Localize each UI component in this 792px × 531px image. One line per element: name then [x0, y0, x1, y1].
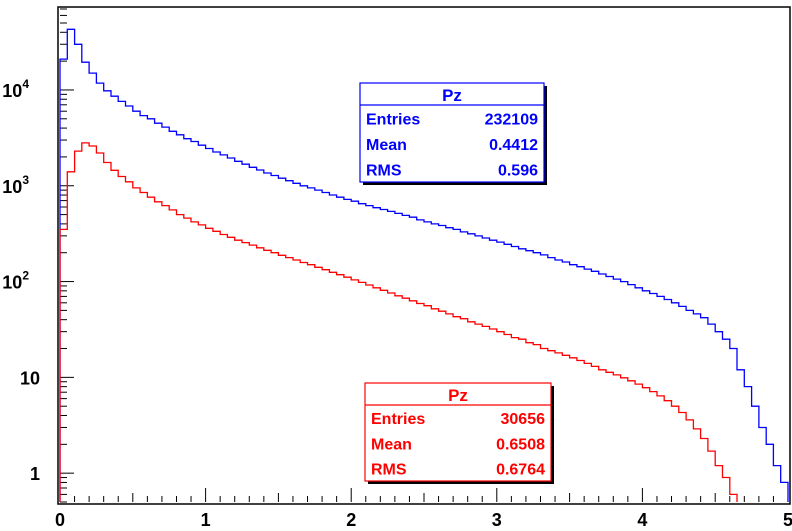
stats-box-frame: [359, 82, 545, 183]
stats-box-title: Pz: [442, 86, 462, 105]
stats-value: 0.596: [498, 163, 538, 180]
stats-box-red: Pz Entries 30656 Mean 0.6508 RMS 0.6764: [364, 382, 554, 484]
histogram-series-blue: [59, 28, 789, 502]
axis-ticks: [59, 8, 789, 503]
stat-boxes: Pz Entries 232109 Mean 0.4412 RMS 0.596 Pz Entri…: [359, 82, 554, 484]
y-tick-exponent: 3: [22, 173, 29, 187]
y-tick-exponent: 2: [22, 269, 29, 283]
series-layer: [59, 28, 789, 502]
stats-label: Entries: [366, 111, 420, 128]
stats-box-blue: Pz Entries 232109 Mean 0.4412 RMS 0.596: [359, 82, 547, 185]
x-tick-label: 3: [492, 510, 502, 530]
x-axis-labels: 0 1 2 3 4 5: [55, 510, 792, 530]
stats-value: 30656: [501, 411, 546, 428]
stats-label: Entries: [371, 411, 425, 428]
x-tick-label: 2: [346, 510, 356, 530]
x-tick-label: 4: [637, 510, 647, 530]
stats-box-title: Pz: [448, 386, 468, 405]
stats-value: 0.6764: [496, 462, 545, 479]
stats-value: 0.6508: [496, 436, 545, 453]
x-tick-label: 0: [55, 510, 65, 530]
stats-label: Mean: [371, 436, 412, 453]
stats-value: 0.4412: [489, 137, 538, 154]
y-tick-label: 103: [2, 173, 29, 197]
x-tick-label: 1: [201, 510, 211, 530]
stats-label: RMS: [371, 462, 407, 479]
stats-value: 232109: [485, 111, 538, 128]
stats-box-frame: [364, 382, 552, 482]
y-tick-label: 1: [30, 464, 40, 484]
stats-label: Mean: [366, 137, 407, 154]
x-tick-label: 5: [783, 510, 792, 530]
stats-label: RMS: [366, 163, 402, 180]
y-tick-exponent: 4: [22, 77, 29, 91]
histogram-series-red: [59, 142, 738, 502]
y-tick-label: 10: [20, 368, 40, 388]
